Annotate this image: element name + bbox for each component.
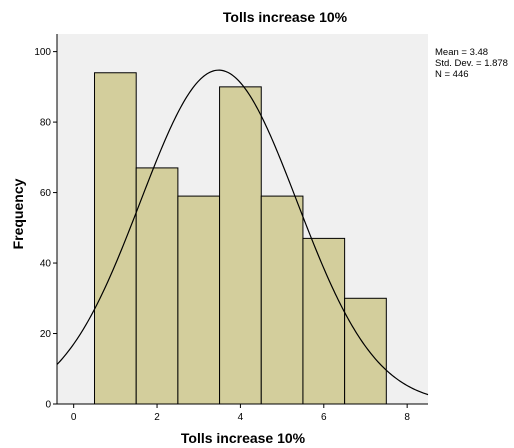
y-tick-label: 40 (40, 259, 52, 270)
bar-5 (260, 195, 304, 405)
bars (94, 72, 387, 405)
stats-legend: Mean = 3.48 Std. Dev. = 1.878 N = 446 (435, 47, 508, 80)
y-tick-label: 0 (45, 400, 51, 411)
bar-6 (302, 237, 346, 405)
bar-2 (135, 167, 179, 405)
y-ticks: 0 20 40 60 80 100 (34, 47, 57, 411)
y-tick-label: 60 (40, 188, 52, 199)
x-tick-label: 6 (321, 412, 327, 423)
bar-7 (344, 297, 387, 405)
x-tick-label: 2 (154, 412, 160, 423)
y-tick-label: 100 (34, 47, 51, 58)
y-tick-label: 20 (40, 329, 52, 340)
bar-1 (94, 72, 137, 405)
bar-4 (219, 86, 262, 405)
x-tick-label: 8 (404, 412, 410, 423)
x-ticks: 0 2 4 6 8 (71, 404, 410, 423)
x-tick-label: 4 (238, 412, 244, 423)
y-tick-label: 80 (40, 118, 52, 129)
normal-curve (56, 69, 429, 396)
stat-n: N = 446 (435, 69, 469, 80)
stat-mean: Mean = 3.48 (435, 47, 488, 58)
y-axis-label: Frequency (10, 178, 26, 249)
bar-3 (177, 195, 221, 405)
chart-title: Tolls increase 10% (223, 9, 348, 25)
x-tick-label: 0 (71, 412, 77, 423)
x-axis-label: Tolls increase 10% (181, 430, 306, 446)
stat-std-dev: Std. Dev. = 1.878 (435, 58, 508, 69)
